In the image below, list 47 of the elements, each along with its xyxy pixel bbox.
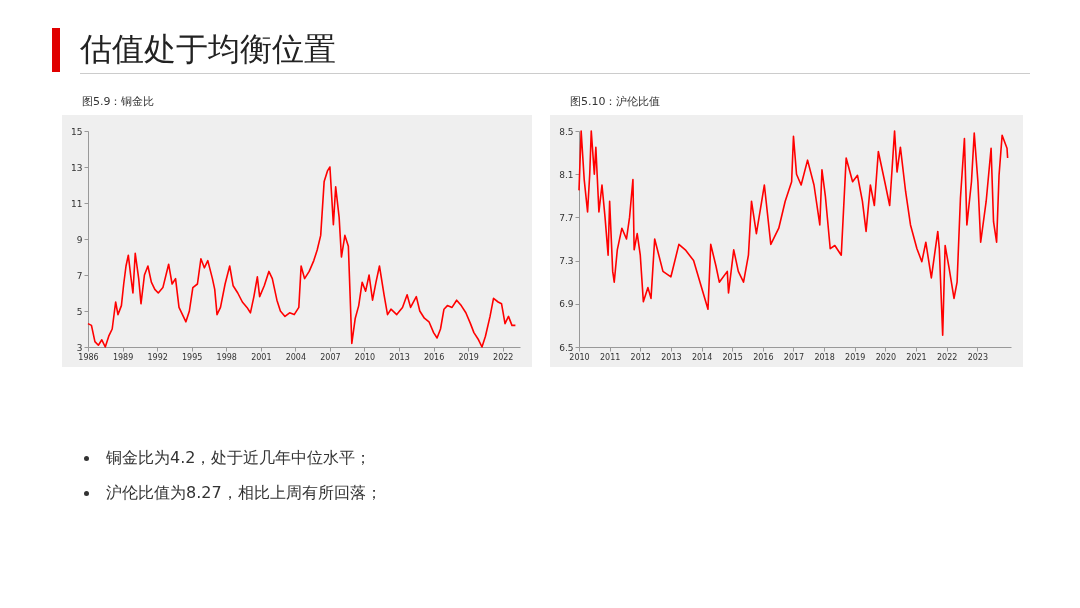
text: 估值处于均衡位置	[80, 29, 336, 70]
x-tick-label: 2018	[814, 352, 835, 362]
x-tick-label: 2012	[630, 352, 651, 362]
y-tick-label: 9	[76, 234, 83, 245]
y-tick-label: 3	[76, 342, 83, 353]
x-tick-label: 2016	[423, 352, 445, 362]
line-series	[87, 166, 517, 348]
x-tick-label: 2007	[320, 352, 341, 362]
text: 沪伦比值为8.27，相比上周有所回落；	[106, 483, 382, 502]
x-tick-label: 2016	[753, 352, 774, 362]
x-tick-label: 1989	[112, 352, 134, 362]
x-tick-label: 1992	[147, 352, 168, 362]
x-tick-label: 2019	[845, 352, 866, 362]
x-tick-label: 2017	[783, 352, 805, 362]
x-tick-label: 2010	[569, 352, 590, 362]
x-tick-label: 2014	[691, 352, 713, 362]
x-tick-label: 2019	[458, 352, 479, 362]
x-tick-label: 2013	[389, 352, 410, 362]
x-tick-label: 2020	[875, 352, 897, 362]
y-tick-label: 7.7	[559, 212, 574, 223]
y-tick-label: 8.1	[559, 169, 574, 180]
x-tick-label: 2023	[967, 352, 988, 362]
y-tick-label: 5	[76, 306, 83, 317]
y-tick-label: 11	[71, 198, 83, 209]
x-tick-label: 1986	[78, 352, 99, 362]
x-tick-label: 2011	[599, 352, 621, 362]
text: 铜金比为4.2，处于近几年中位水平；	[106, 448, 372, 467]
y-tick-label: 13	[71, 162, 83, 173]
x-tick-label: 2010	[354, 352, 376, 362]
y-tick-label: 6.5	[559, 342, 574, 353]
line-series	[578, 130, 1009, 336]
x-tick-label: 2013	[661, 352, 682, 362]
y-tick-label: 7.3	[559, 256, 574, 267]
y-tick-label: 6.9	[559, 299, 574, 310]
x-tick-label: 1998	[216, 352, 237, 362]
x-tick-label: 1995	[182, 352, 203, 362]
chart-title: 图5.10：沪伦比值	[570, 94, 662, 109]
x-tick-label: 2021	[906, 352, 927, 362]
x-tick-label: 2022	[493, 352, 514, 362]
y-tick-label: 7	[76, 270, 83, 281]
chart-title: 图5.9：铜金比	[82, 94, 156, 109]
x-tick-label: 2001	[251, 352, 272, 362]
x-tick-label: 2004	[285, 352, 307, 362]
x-tick-label: 2022	[936, 352, 958, 362]
y-tick-label: 8.5	[559, 126, 574, 137]
y-tick-label: 15	[71, 126, 83, 137]
x-tick-label: 2015	[722, 352, 743, 362]
